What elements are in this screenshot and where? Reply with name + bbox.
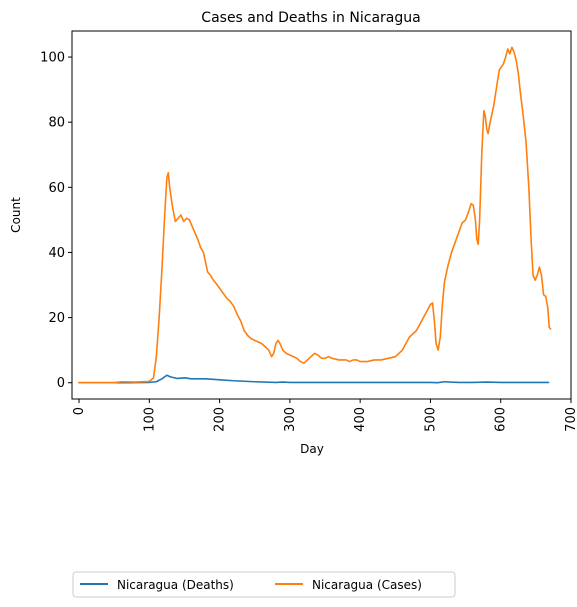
x-tick-label: 500	[423, 407, 438, 432]
x-tick-label: 700	[564, 407, 577, 432]
y-tick-label: 0	[57, 376, 65, 391]
x-tick-label: 0	[72, 407, 87, 415]
x-tick-label: 300	[283, 407, 298, 432]
x-tick-label: 600	[494, 407, 509, 432]
x-tick-label: 100	[142, 407, 157, 432]
y-tick-label: 60	[48, 181, 65, 196]
y-axis: 0 20 40 60 80 100	[40, 51, 72, 391]
plot-area	[78, 46, 552, 384]
y-axis-label: Count	[9, 197, 23, 233]
plot-frame	[71, 30, 572, 400]
y-tick-label: 80	[48, 116, 65, 131]
legend-label-deaths: Nicaragua (Deaths)	[117, 578, 234, 592]
y-tick-label: 100	[40, 51, 65, 66]
x-tick-label: 400	[353, 407, 368, 432]
series-line-deaths	[78, 374, 550, 384]
series-line-cases	[78, 46, 552, 384]
legend: Nicaragua (Deaths) Nicaragua (Cases)	[72, 571, 456, 598]
x-axis-label: Day	[300, 442, 324, 456]
x-axis: 0 100 200 300 400 500 600 700	[72, 399, 577, 432]
legend-label-cases: Nicaragua (Cases)	[312, 578, 422, 592]
legend-box	[72, 571, 456, 598]
y-tick-label: 20	[48, 311, 65, 326]
chart-title: Cases and Deaths in Nicaragua	[201, 10, 420, 26]
x-tick-label: 200	[213, 407, 228, 432]
y-tick-label: 40	[48, 246, 65, 261]
